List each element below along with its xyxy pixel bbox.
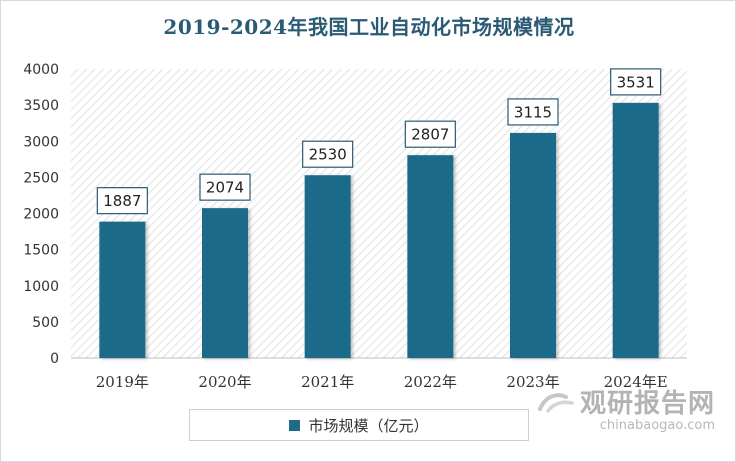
legend-swatch <box>289 419 301 431</box>
data-label-box <box>610 68 662 96</box>
data-label-box <box>507 98 559 126</box>
data-label: 2074 <box>206 179 244 197</box>
y-tick-label: 3000 <box>23 134 59 150</box>
y-tick-label: 0 <box>50 351 59 367</box>
data-label-box <box>404 120 456 148</box>
data-label: 2807 <box>411 126 449 144</box>
bars: 1887 2074 2530 2807 3115 3531 <box>96 68 662 358</box>
data-label: 2530 <box>309 146 347 164</box>
data-label: 1887 <box>103 192 141 210</box>
bar <box>407 155 454 358</box>
x-axis: 2019年 2020年 2021年 2022年 2023年 2024年E <box>96 373 668 391</box>
x-tick-label: 2020年 <box>198 373 251 391</box>
data-label: 3531 <box>617 73 655 91</box>
bar <box>510 132 556 358</box>
bar <box>612 102 659 358</box>
data-label-box <box>199 173 251 201</box>
y-tick-label: 4000 <box>23 62 59 78</box>
data-label: 3115 <box>514 103 552 121</box>
y-tick-label: 500 <box>32 315 59 331</box>
data-label-box <box>96 187 148 215</box>
y-axis: 0 500 1000 1500 2000 2500 3000 3500 4000 <box>23 62 59 367</box>
watermark-title: 观研报告网 <box>579 389 715 419</box>
chart-title: 2019-2024年我国工业自动化市场规模情况 <box>163 15 575 39</box>
y-tick-label: 2000 <box>23 207 59 223</box>
bar <box>99 221 146 358</box>
data-label-box <box>302 140 354 168</box>
y-tick-label: 2500 <box>23 170 59 186</box>
bar <box>304 175 351 358</box>
bar <box>202 208 248 358</box>
y-tick-label: 3500 <box>23 98 59 114</box>
x-tick-label: 2024年E <box>604 373 668 391</box>
x-tick-label: 2022年 <box>404 373 457 391</box>
y-tick-label: 1000 <box>23 279 59 295</box>
x-tick-label: 2021年 <box>301 373 354 391</box>
legend-label: 市场规模（亿元） <box>308 416 429 435</box>
watermark: 观研报告网 chinabaogao.com <box>536 383 715 433</box>
legend: 市场规模（亿元） <box>189 409 529 441</box>
y-tick-label: 1500 <box>23 243 59 259</box>
x-tick-label: 2019年 <box>96 373 149 391</box>
x-tick-label: 2023年 <box>506 373 559 391</box>
watermark-logo-icon <box>537 392 574 413</box>
plot-area <box>71 69 687 358</box>
watermark-url: chinabaogao.com <box>599 418 715 433</box>
